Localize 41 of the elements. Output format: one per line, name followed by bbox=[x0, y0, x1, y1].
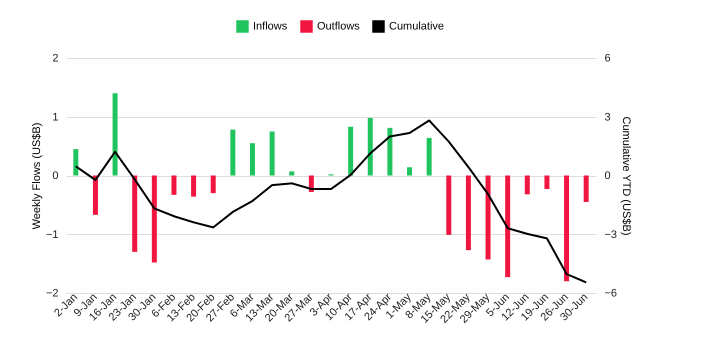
y2-tick-label: 6 bbox=[604, 52, 611, 64]
legend-label: Cumulative bbox=[389, 20, 444, 33]
line-series bbox=[74, 119, 588, 284]
y-tick-label: −2 bbox=[46, 288, 58, 300]
bar bbox=[250, 143, 255, 176]
legend-label: Outflows bbox=[317, 20, 360, 33]
bar bbox=[270, 131, 275, 176]
y-tick-label: −1 bbox=[46, 228, 58, 241]
bar bbox=[505, 176, 510, 278]
bar bbox=[92, 176, 98, 215]
bar bbox=[407, 167, 412, 176]
bar bbox=[524, 176, 530, 194]
y-tick-label: 0 bbox=[52, 170, 58, 182]
bar bbox=[132, 176, 138, 252]
bar bbox=[426, 138, 432, 176]
bar bbox=[171, 176, 176, 195]
y2-tick-label: 0 bbox=[604, 170, 611, 182]
bar bbox=[112, 93, 118, 176]
bar bbox=[584, 176, 589, 202]
bar bbox=[486, 176, 491, 260]
y2-tick-label: −3 bbox=[604, 228, 618, 241]
legend-label: Inflows bbox=[253, 20, 288, 33]
y-axis-title: Weekly Flows (US$B) bbox=[30, 122, 43, 230]
bar bbox=[348, 126, 354, 176]
bar bbox=[446, 176, 452, 235]
bar bbox=[387, 128, 392, 176]
bar bbox=[368, 118, 373, 176]
y2-tick-label: −6 bbox=[604, 288, 618, 300]
bar bbox=[230, 130, 236, 176]
y-tick-label: 2 bbox=[52, 52, 58, 64]
bar bbox=[289, 171, 294, 176]
bar bbox=[191, 176, 196, 197]
bar bbox=[544, 176, 550, 190]
bar bbox=[152, 176, 157, 262]
bar bbox=[210, 176, 216, 194]
y-tick-label: 1 bbox=[52, 111, 58, 124]
bar bbox=[564, 176, 570, 282]
bar bbox=[466, 176, 471, 250]
bar bbox=[73, 149, 78, 176]
y2-tick-label: 3 bbox=[604, 111, 611, 124]
y2-axis-title: Cumulative YTD (US$B) bbox=[620, 116, 632, 236]
